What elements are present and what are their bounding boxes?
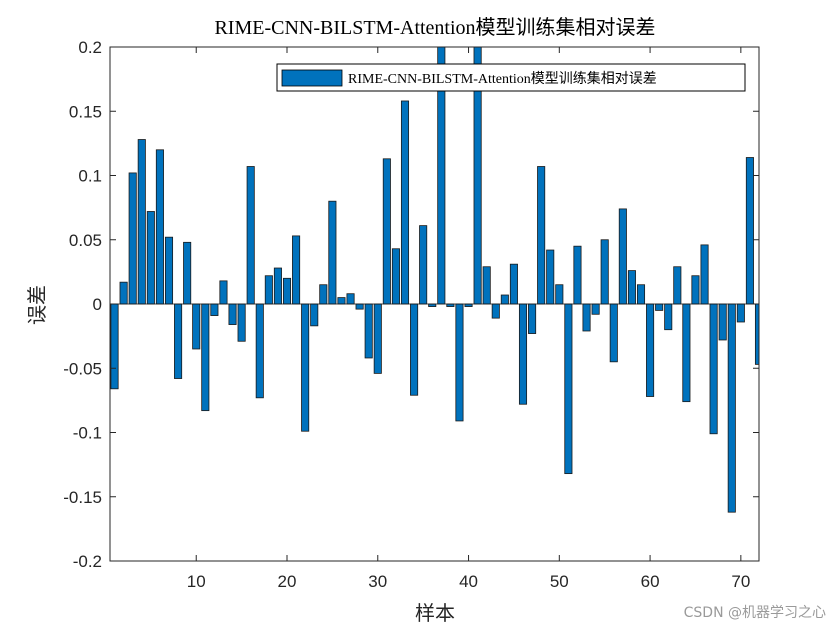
bar-14 [228,303,237,325]
bar-5 [146,211,155,305]
bar-15 [237,303,246,342]
bar-1 [110,303,119,390]
y-tick-label: 0.15 [69,102,102,121]
bar-31 [382,158,391,305]
bar-29 [364,303,373,359]
bar-33 [400,100,410,305]
bar-23 [310,303,319,327]
legend-label: RIME-CNN-BILSTM-Attention模型训练集相对误差 [348,70,657,87]
bar-8 [174,303,183,379]
bar-54 [591,303,600,315]
bar-64 [682,303,691,403]
y-tick-label: 0.1 [78,167,102,186]
bar-24 [319,284,328,305]
bar-67 [709,303,718,435]
bar-50 [555,284,564,305]
bar-71 [745,157,754,305]
bar-58 [627,270,636,305]
bar-32 [391,248,400,305]
bar-48 [537,166,546,305]
x-tick-label: 60 [641,572,660,591]
bar-19 [273,267,282,305]
x-tick-label: 40 [459,572,478,591]
bar-30 [373,303,382,374]
bar-51 [564,303,573,475]
bar-62 [664,303,673,331]
x-tick-label: 10 [187,572,206,591]
bar-10 [192,303,201,350]
bar-16 [246,166,255,305]
bar-61 [655,303,664,311]
bar-60 [646,303,655,397]
bar-13 [219,280,228,305]
bar-43 [491,303,500,319]
x-tick-label: 50 [550,572,569,591]
bar-45 [509,263,518,305]
legend: RIME-CNN-BILSTM-Attention模型训练集相对误差 [276,63,746,92]
y-tick-label: 0.2 [78,38,102,57]
y-tick-label: -0.05 [63,359,102,378]
bar-26 [337,297,346,305]
bar-70 [736,303,745,323]
ticks: 10 20 30 40 50 60 70 -0.2 -0.15 -0.1 -0.05 0 0.05 0.1… [63,38,759,591]
bar-27 [346,293,355,305]
bar-22 [301,303,310,432]
bars-group [110,47,759,513]
y-axis-label: 误差 [26,285,49,325]
bar-47 [528,303,537,334]
bar-6 [155,149,164,305]
y-tick-label: -0.2 [73,552,102,571]
legend-box [276,63,746,92]
bar-25 [328,200,337,305]
bar-7 [164,236,174,305]
bar-20 [282,277,292,305]
bar-2 [119,281,128,305]
bar-53 [582,303,591,332]
bar-35 [419,225,428,305]
bar-18 [264,275,273,305]
x-tick-label: 30 [368,572,387,591]
bar-4 [137,139,146,305]
bar-11 [201,303,210,412]
x-tick-label: 70 [731,572,750,591]
bar-34 [410,303,419,396]
bar-63 [673,266,682,305]
chart-title: RIME-CNN-BILSTM-Attention模型训练集相对误差 [214,16,655,39]
bar-46 [518,303,528,405]
bar-44 [500,294,509,305]
bar-3 [128,172,137,305]
bar-65 [691,275,700,305]
bar-39 [455,303,464,422]
bar-57 [618,208,627,305]
y-tick-label: 0.05 [69,231,102,250]
bar-12 [210,303,219,316]
bar-59 [636,284,646,305]
y-tick-label: 0 [93,295,102,314]
bar-21 [292,235,301,305]
bar-9 [183,241,192,305]
x-tick-label: 20 [278,572,297,591]
bar-49 [546,249,555,305]
bar-28 [355,303,364,310]
bar-55 [600,239,609,305]
bar-42 [482,266,491,305]
bar-68 [718,303,727,341]
y-tick-label: -0.1 [73,424,102,443]
bar-52 [573,245,582,305]
y-tick-label: -0.15 [63,488,102,507]
watermark: CSDN @机器学习之心 [683,605,826,621]
bar-56 [609,303,618,363]
legend-swatch [281,69,343,87]
bar-66 [700,244,709,305]
bar-17 [255,303,264,399]
x-axis-label: 样本 [415,602,455,625]
bar-69 [727,303,736,513]
